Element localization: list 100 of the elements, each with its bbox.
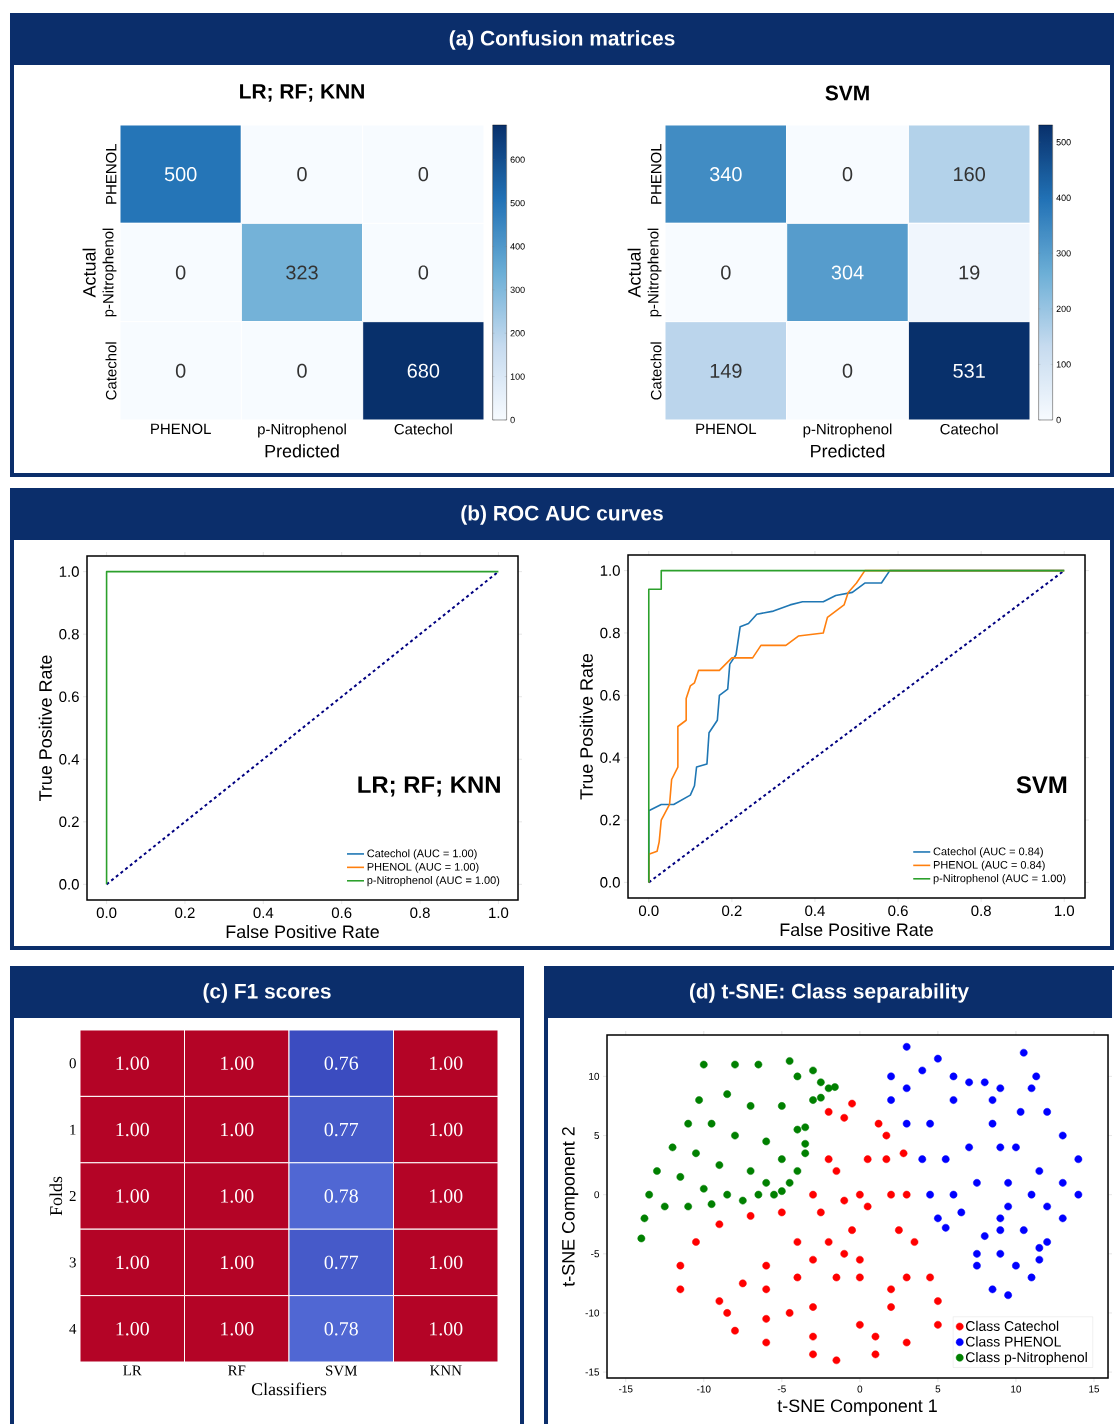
data-label: 0 xyxy=(418,265,429,280)
y-tick-label: 0.8 xyxy=(59,628,79,640)
legend-label: Catechol (AUC = 0.84) xyxy=(933,847,1043,858)
x-tick-label: 0.6 xyxy=(331,907,352,919)
y-tick-label: -5 xyxy=(591,1250,600,1258)
data-label: 19 xyxy=(959,265,980,280)
y-tick-label: 0.6 xyxy=(600,690,620,701)
data-label: 0.78 xyxy=(324,1189,358,1203)
y-tick-label: 0.4 xyxy=(600,752,621,763)
data-label: 1.00 xyxy=(430,1056,463,1070)
color-bar-label: 500 xyxy=(510,199,525,207)
y-axis-title: True Positive Rate xyxy=(38,655,52,802)
data-label: 1.00 xyxy=(116,1056,149,1070)
y-tick-label: 4 xyxy=(69,1323,77,1334)
text: (b) ROC AUC curves xyxy=(461,505,663,525)
y-axis-title: True Positive Rate xyxy=(579,653,593,800)
y-tick-label: 1.0 xyxy=(59,566,79,577)
data-label: 304 xyxy=(831,265,864,280)
x-axis-title: Predicted xyxy=(811,444,885,458)
legend-label: PHENOL (AUC = 0.84) xyxy=(933,860,1045,871)
y-tick-label: 5 xyxy=(594,1132,600,1140)
y-tick-label: 10 xyxy=(589,1072,600,1080)
x-axis-title: t-SNE Component 1 xyxy=(777,1399,937,1416)
data-label: 1.00 xyxy=(116,1122,149,1137)
data-label: 1.00 xyxy=(221,1122,254,1137)
color-bar-label: 100 xyxy=(1056,361,1071,368)
color-bar-label: 100 xyxy=(510,373,525,380)
data-label: 0.77 xyxy=(324,1255,359,1270)
data-label: 1.00 xyxy=(116,1322,149,1336)
annotation: LR; RF; KNN xyxy=(358,776,500,797)
x-axis-title: False Positive Rate xyxy=(780,922,933,937)
data-label: 1.00 xyxy=(430,1122,463,1137)
legend-label: p-Nitrophenol (AUC = 1.00) xyxy=(367,876,500,887)
y-tick-label: Catechol xyxy=(105,342,117,400)
y-tick-label: 0.0 xyxy=(59,879,79,890)
y-tick-label: 0.8 xyxy=(600,627,620,639)
color-bar-label: 0 xyxy=(510,416,515,424)
y-tick-label: 0.0 xyxy=(600,877,620,888)
x-tick-label: SVM xyxy=(326,1365,357,1376)
color-bar-label: 200 xyxy=(510,330,525,337)
data-label: 0 xyxy=(418,167,429,182)
y-tick-label: 2 xyxy=(69,1191,76,1201)
data-label: 1.00 xyxy=(430,1322,463,1336)
color-bar-label: 400 xyxy=(510,243,525,250)
x-tick-label: PHENOL xyxy=(151,423,211,435)
legend-label: Catechol (AUC = 1.00) xyxy=(367,849,477,860)
y-tick-label: 0 xyxy=(594,1191,600,1199)
y-tick-label: 0 xyxy=(69,1058,76,1069)
chart-title: (c) F1 scores xyxy=(203,983,331,1003)
y-tick-label: p-Nitrophenol xyxy=(647,228,662,317)
data-label: 340 xyxy=(709,167,742,182)
y-tick-label: 0.2 xyxy=(59,816,79,828)
x-tick-label: 10 xyxy=(1011,1385,1022,1393)
x-tick-label: KNN xyxy=(430,1365,462,1376)
y-tick-label: PHENOL xyxy=(650,143,662,204)
data-label: 1.00 xyxy=(430,1255,463,1270)
data-label: 149 xyxy=(710,363,742,378)
data-label: 680 xyxy=(407,363,440,378)
x-axis-title: Classifiers xyxy=(251,1382,327,1396)
y-tick-label: Catechol xyxy=(650,342,662,400)
color-bar-label: 200 xyxy=(1056,305,1071,313)
x-tick-label: 15 xyxy=(1089,1385,1100,1393)
y-tick-label: 1.0 xyxy=(600,565,620,576)
y-axis-title: Actual xyxy=(82,248,96,298)
x-tick-label: 0.6 xyxy=(888,905,908,917)
data-label: 0 xyxy=(297,167,307,182)
y-tick-label: 0.6 xyxy=(59,691,79,702)
legend-label: PHENOL (AUC = 1.00) xyxy=(367,862,479,873)
chart-subtitle: LR; RF; KNN xyxy=(240,84,364,102)
legend-label: Class PHENOL xyxy=(966,1336,1061,1347)
annotation: SVM xyxy=(1016,776,1067,794)
x-tick-label: RF xyxy=(228,1365,246,1376)
x-tick-label: Catechol xyxy=(394,423,452,435)
data-label: 1.00 xyxy=(221,1255,254,1270)
legend-label: Class p-Nitrophenol xyxy=(966,1351,1087,1365)
x-tick-label: 0.4 xyxy=(253,907,274,919)
y-axis-title: t-SNE Component 2 xyxy=(561,1127,579,1287)
data-label: 0 xyxy=(842,167,853,182)
data-label: 1.00 xyxy=(221,1322,254,1336)
data-label: 0 xyxy=(721,265,731,280)
y-axis-title: Folds xyxy=(49,1176,63,1216)
y-tick-label: 0.4 xyxy=(59,753,80,765)
data-label: 1.00 xyxy=(221,1189,254,1203)
x-axis-title: Predicted xyxy=(265,444,339,458)
x-tick-label: -15 xyxy=(618,1385,633,1393)
data-label: 160 xyxy=(954,167,986,182)
x-tick-label: LR xyxy=(123,1365,142,1376)
color-bar-label: 500 xyxy=(1056,139,1071,146)
y-axis-title: Actual xyxy=(627,248,641,298)
color-bar-label: 300 xyxy=(510,286,525,294)
x-tick-label: 0.8 xyxy=(971,905,991,917)
data-label: 531 xyxy=(953,363,985,378)
x-tick-label: p-Nitrophenol xyxy=(803,423,892,438)
x-tick-label: 5 xyxy=(935,1385,941,1393)
x-axis-title: False Positive Rate xyxy=(226,924,379,939)
x-tick-label: 0.2 xyxy=(175,907,195,919)
color-bar-label: 0 xyxy=(1056,416,1061,424)
x-tick-label: 1.0 xyxy=(489,907,509,919)
color-bar-label: 600 xyxy=(510,156,525,163)
x-tick-label: 0.4 xyxy=(805,905,825,917)
